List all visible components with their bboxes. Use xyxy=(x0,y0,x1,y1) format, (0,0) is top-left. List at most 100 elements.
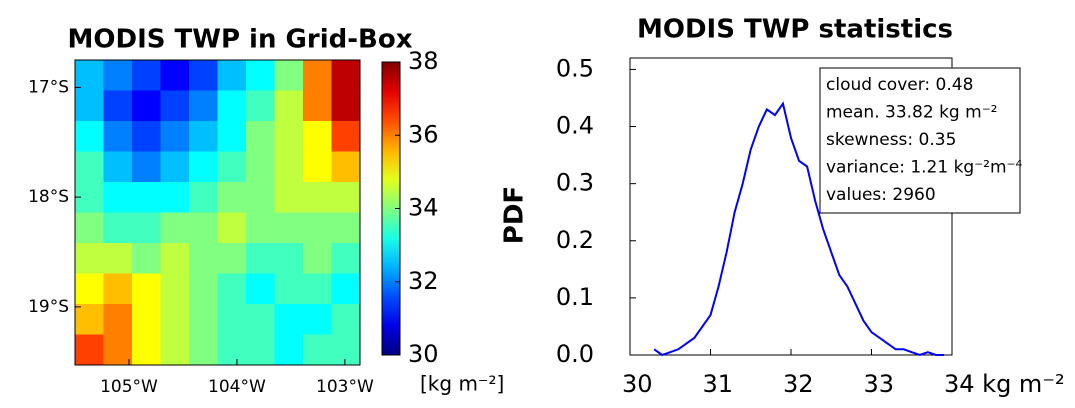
grid-cell xyxy=(75,151,104,183)
grid-cell xyxy=(103,121,133,152)
grid-cell xyxy=(160,212,190,244)
stats-line: skewness: 0.35 xyxy=(826,130,956,150)
grid-cell xyxy=(274,212,304,244)
y-tick-label: 0.4 xyxy=(556,112,594,140)
grid-cell xyxy=(274,334,304,366)
x-tick-label: 30 xyxy=(622,370,653,398)
grid-cell xyxy=(246,243,275,274)
grid-cell xyxy=(274,243,304,274)
grid-cell xyxy=(331,182,361,213)
grid-cell xyxy=(75,273,104,305)
grid-cell xyxy=(217,60,247,91)
map-title: MODIS TWP in Grid-Box xyxy=(68,25,413,55)
y-tick-label: 0.1 xyxy=(556,283,594,311)
pdf-title: MODIS TWP statistics xyxy=(637,15,953,45)
grid-cell xyxy=(189,90,218,122)
colorbar-tick-label: 38 xyxy=(408,47,439,75)
grid-cell xyxy=(246,121,275,152)
grid-cell xyxy=(75,334,104,366)
grid-cell xyxy=(217,243,247,274)
grid-cell xyxy=(246,334,275,366)
grid-cell xyxy=(160,243,190,274)
grid-cell xyxy=(160,334,190,366)
grid-cell xyxy=(303,60,332,91)
grid-cell xyxy=(217,151,247,183)
y-tick-label: 0.2 xyxy=(556,226,594,254)
grid-cell xyxy=(274,304,304,335)
grid-cell xyxy=(132,90,161,122)
grid-cell xyxy=(103,243,133,274)
grid-cell xyxy=(303,334,332,366)
grid-cell xyxy=(132,121,161,152)
grid-cell xyxy=(160,60,190,91)
grid-cell xyxy=(303,182,332,213)
grid-cell xyxy=(160,121,190,152)
grid-cell xyxy=(331,334,361,366)
grid-cell xyxy=(132,212,161,244)
grid-cell xyxy=(246,273,275,305)
grid-cell xyxy=(246,304,275,335)
grid-cell xyxy=(331,60,361,91)
grid-cell xyxy=(303,90,332,122)
y-axis-label: PDF xyxy=(500,186,530,244)
colorbar-label: [kg m⁻²] xyxy=(420,372,504,396)
grid-cell xyxy=(189,60,218,91)
grid-cell xyxy=(132,182,161,213)
grid-cell xyxy=(132,151,161,183)
grid-cell xyxy=(103,212,133,244)
grid-cell xyxy=(132,304,161,335)
grid-cell xyxy=(246,182,275,213)
grid-cell xyxy=(274,151,304,183)
grid-cell xyxy=(331,151,361,183)
grid-cell xyxy=(303,304,332,335)
grid-cell xyxy=(103,334,133,366)
grid-cell xyxy=(189,121,218,152)
x-tick-label: 34 kg m⁻² xyxy=(944,370,1065,398)
grid-cell xyxy=(75,243,104,274)
grid-cell xyxy=(246,90,275,122)
grid-cell xyxy=(189,151,218,183)
x-tick-label: 31 xyxy=(703,370,734,398)
y-tick-label: 18°S xyxy=(28,187,69,207)
grid-cell xyxy=(303,273,332,305)
grid-cell xyxy=(75,90,104,122)
x-tick-label: 33 xyxy=(864,370,895,398)
grid-cell xyxy=(75,60,104,91)
grid-cell xyxy=(160,151,190,183)
grid-cell xyxy=(217,90,247,122)
grid-cell xyxy=(217,334,247,366)
grid-cell xyxy=(132,60,161,91)
grid-cell xyxy=(132,273,161,305)
grid-cell xyxy=(331,304,361,335)
grid-cell xyxy=(189,243,218,274)
grid-cell xyxy=(75,212,104,244)
stats-line: variance: 1.21 kg⁻²m⁻⁴ xyxy=(826,158,1023,178)
grid-cell xyxy=(132,334,161,366)
stats-line: mean. 33.82 kg m⁻² xyxy=(826,103,997,123)
grid-cell xyxy=(217,212,247,244)
y-tick-label: 19°S xyxy=(28,297,69,317)
colorbar-tick-label: 32 xyxy=(408,267,439,295)
grid-cell xyxy=(189,273,218,305)
pdf-line xyxy=(653,101,944,357)
grid-cell xyxy=(132,243,161,274)
grid-cell xyxy=(303,243,332,274)
stats-line: cloud cover: 0.48 xyxy=(826,75,973,95)
grid-cell xyxy=(217,182,247,213)
grid-cell xyxy=(246,60,275,91)
grid-cell xyxy=(75,121,104,152)
grid-cell xyxy=(160,182,190,213)
x-tick-label: 105°W xyxy=(100,377,158,397)
grid-cell xyxy=(331,243,361,274)
grid-cell xyxy=(303,212,332,244)
grid-cell xyxy=(217,273,247,305)
grid-cell xyxy=(75,304,104,335)
grid-cell xyxy=(303,151,332,183)
grid-cell xyxy=(246,212,275,244)
grid-cell xyxy=(103,90,133,122)
y-tick-label: 0.0 xyxy=(556,340,594,368)
grid-cell xyxy=(274,90,304,122)
x-tick-label: 104°W xyxy=(208,377,266,397)
colorbar-tick-label: 34 xyxy=(408,194,439,222)
y-tick-label: 0.3 xyxy=(556,169,594,197)
